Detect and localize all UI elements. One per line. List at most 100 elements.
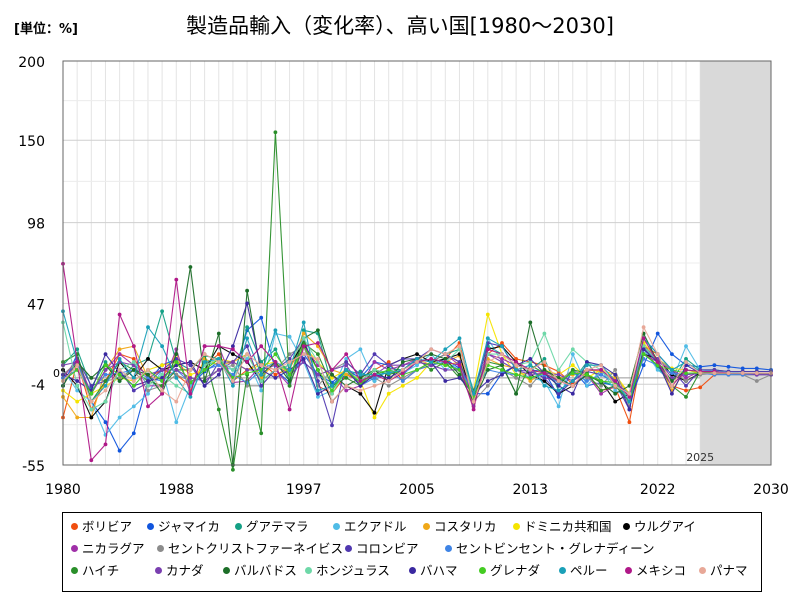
data-point	[485, 360, 490, 364]
data-point	[372, 360, 377, 364]
data-point	[75, 363, 80, 368]
data-point	[146, 357, 150, 361]
data-point	[599, 379, 603, 383]
data-point	[344, 376, 349, 380]
data-point	[386, 371, 391, 375]
data-point	[400, 363, 405, 368]
data-point	[358, 347, 363, 352]
data-point	[330, 423, 334, 428]
data-point	[131, 360, 136, 364]
data-point	[443, 347, 448, 352]
legend-marker	[513, 523, 520, 530]
data-point	[542, 360, 547, 364]
data-point	[599, 383, 603, 388]
data-point	[131, 388, 136, 393]
data-point	[160, 344, 165, 349]
data-point	[500, 363, 504, 368]
data-point	[429, 347, 434, 352]
data-point	[259, 431, 264, 436]
data-point	[386, 379, 391, 383]
legend-label: パナマ	[710, 563, 748, 578]
data-point	[202, 379, 207, 383]
data-point	[245, 371, 250, 375]
legend-marker	[423, 523, 430, 530]
data-point	[259, 372, 264, 377]
legend-marker	[235, 523, 242, 530]
data-point	[287, 360, 292, 364]
data-point	[485, 379, 490, 383]
legend-item: ペルー	[559, 562, 608, 580]
data-point	[188, 372, 193, 377]
chart-title: 製造品輸入（変化率）、高い国[1980～2030]	[186, 14, 614, 38]
data-point	[684, 395, 688, 399]
data-point	[570, 368, 575, 372]
data-point	[216, 363, 221, 368]
legend-marker	[625, 567, 632, 574]
legend-item: バハマ	[409, 562, 458, 580]
data-point	[358, 391, 363, 396]
data-point	[641, 352, 646, 356]
data-point	[273, 376, 278, 380]
legend-marker	[157, 545, 164, 552]
data-point	[273, 130, 278, 135]
data-point	[103, 388, 108, 393]
x-tick-label: 2022	[640, 482, 676, 498]
data-point	[556, 391, 561, 396]
data-point	[358, 372, 363, 377]
legend-marker	[445, 545, 452, 552]
data-point	[613, 368, 618, 372]
data-point	[89, 458, 94, 463]
data-point	[117, 352, 122, 356]
data-point	[641, 336, 646, 341]
data-point	[273, 360, 278, 364]
data-point	[599, 368, 603, 372]
data-point	[287, 379, 292, 383]
data-point	[245, 360, 250, 364]
data-point	[160, 309, 165, 314]
legend-label: バルバドス	[234, 563, 297, 578]
legend-item: エクアドル	[333, 518, 407, 536]
data-point	[231, 344, 235, 349]
data-point	[500, 344, 504, 349]
data-point	[103, 368, 108, 372]
data-point	[89, 391, 94, 396]
data-point	[670, 383, 674, 388]
data-point	[613, 399, 618, 404]
legend-item: グレナダ	[479, 562, 540, 580]
data-point	[485, 347, 490, 352]
data-point	[386, 391, 391, 396]
data-point	[344, 360, 349, 364]
data-point	[754, 379, 759, 383]
series-layer	[61, 130, 773, 472]
legend-item: ニカラグア	[71, 540, 145, 558]
data-point	[259, 379, 264, 383]
y-tick-label: 47	[27, 297, 45, 313]
data-point	[231, 368, 235, 372]
data-point	[542, 357, 547, 361]
data-point	[500, 357, 504, 361]
data-point	[316, 395, 320, 399]
data-point	[89, 415, 94, 420]
data-point	[400, 376, 405, 380]
data-point	[146, 368, 150, 372]
data-point	[259, 344, 264, 349]
legend-item: ドミニカ共和国	[513, 518, 612, 536]
data-point	[386, 360, 391, 364]
data-point	[146, 376, 150, 380]
data-point	[613, 388, 618, 393]
data-point	[131, 379, 136, 383]
data-point	[698, 371, 703, 375]
data-point	[245, 336, 250, 341]
data-point	[542, 383, 547, 388]
data-point	[684, 379, 688, 383]
data-point	[202, 368, 207, 372]
line-chart: 2025 200 150 98 47 -4 -55 0 1980 1988 1997 2005 201…	[18, 55, 789, 498]
data-point	[485, 336, 490, 341]
data-point	[372, 379, 377, 383]
data-point	[443, 363, 448, 368]
data-point	[570, 383, 575, 388]
legend-label: ペルー	[570, 563, 608, 578]
x-tick-label: 1980	[45, 482, 81, 498]
data-point	[174, 352, 179, 356]
data-point	[514, 363, 518, 368]
